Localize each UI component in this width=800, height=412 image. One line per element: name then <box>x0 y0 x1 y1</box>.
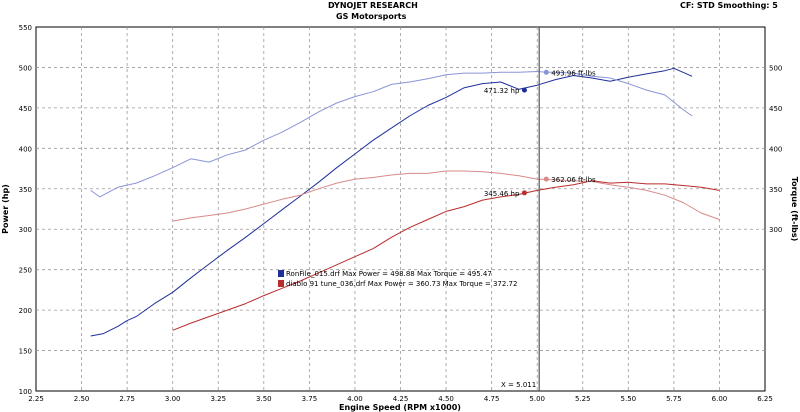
y-left-tick-label: 500 <box>19 64 32 72</box>
x-tick-label: 3.00 <box>165 395 181 403</box>
series-line-run1_torque <box>90 71 693 198</box>
x-tick-label: 3.50 <box>256 395 272 403</box>
x-tick-labels: 2.25 2.50 2.75 3.00 3.25 3.50 3.75 4.00 4.25 4.50… <box>28 395 773 403</box>
y-right-tick-label: 300 <box>769 226 782 234</box>
x-tick-label: 4.25 <box>393 395 409 403</box>
x-tick-label: 3.25 <box>210 395 226 403</box>
y-left-tick-label: 450 <box>19 105 32 113</box>
x-tick-label: 5.50 <box>621 395 637 403</box>
x-tick-label: 4.50 <box>438 395 454 403</box>
y-left-tick-label: 200 <box>19 307 32 315</box>
value-markers: 493.96 ft-lbs 471.32 hp 362.06 ft-lbs 345.4… <box>484 69 596 198</box>
x-tick-label: 6.00 <box>712 395 728 403</box>
legend-entry: diablo 91 tune_036.drf Max Power = 360.7… <box>286 280 517 288</box>
grid <box>36 27 765 391</box>
legend: RonFile_015.drf Max Power = 498.88 Max T… <box>278 270 517 288</box>
marker-label: 471.32 hp <box>484 87 520 95</box>
y-left-tick-label: 250 <box>19 267 32 275</box>
x-tick-label: 2.25 <box>28 395 44 403</box>
y-left-tick-label: 400 <box>19 145 32 153</box>
chart-subtitle: GS Motorsports <box>336 12 407 21</box>
x-tick-label: 4.75 <box>484 395 500 403</box>
cursor-line[interactable]: X = 5.011 <box>501 27 540 391</box>
x-tick-label: 2.75 <box>119 395 135 403</box>
y-right-tick-labels: 300 350 400 450 500 <box>769 64 782 234</box>
series-line-run2_torque <box>172 170 720 222</box>
legend-entry: RonFile_015.drf Max Power = 498.88 Max T… <box>286 270 492 278</box>
series-line-run2_power <box>172 180 720 331</box>
y-axis-right-label: Torque (ft-lbs) <box>790 177 799 242</box>
y-left-tick-label: 100 <box>19 388 32 396</box>
settings-readout: CF: STD Smoothing: 5 <box>680 1 778 10</box>
y-left-tick-label: 150 <box>19 348 32 356</box>
marker-point <box>543 176 549 182</box>
y-left-tick-labels: 100 150 200 250 300 350 400 450 500 550 <box>19 24 32 396</box>
y-right-tick-label: 350 <box>769 186 782 194</box>
x-tick-label: 4.00 <box>347 395 363 403</box>
chart-title: DYNOJET RESEARCH <box>328 1 418 10</box>
legend-swatch <box>278 270 284 277</box>
y-right-tick-label: 450 <box>769 105 782 113</box>
marker-label: 493.96 ft-lbs <box>551 69 596 77</box>
marker-point <box>521 87 527 93</box>
marker-point <box>521 190 527 196</box>
series-lines <box>90 67 720 337</box>
x-tick-label: 5.00 <box>529 395 545 403</box>
y-left-tick-label: 350 <box>19 186 32 194</box>
x-tick-label: 3.75 <box>302 395 318 403</box>
marker-point <box>543 69 549 75</box>
x-tick-label: 5.25 <box>575 395 591 403</box>
y-right-tick-label: 500 <box>769 64 782 72</box>
marker-label: 345.46 hp <box>484 190 520 198</box>
marker-label: 362.06 ft-lbs <box>551 176 596 184</box>
x-tick-label: 2.50 <box>74 395 90 403</box>
legend-swatch <box>278 280 284 287</box>
y-right-tick-label: 400 <box>769 145 782 153</box>
y-axis-left-label: Power (hp) <box>1 184 10 234</box>
series-line-run1_power <box>90 67 693 337</box>
x-axis-label: Engine Speed (RPM x1000) <box>339 403 461 412</box>
x-tick-label: 6.25 <box>757 395 773 403</box>
cursor-readout: X = 5.011 <box>501 381 536 389</box>
y-left-tick-label: 550 <box>19 24 32 32</box>
x-tick-label: 5.75 <box>666 395 682 403</box>
y-left-tick-label: 300 <box>19 226 32 234</box>
